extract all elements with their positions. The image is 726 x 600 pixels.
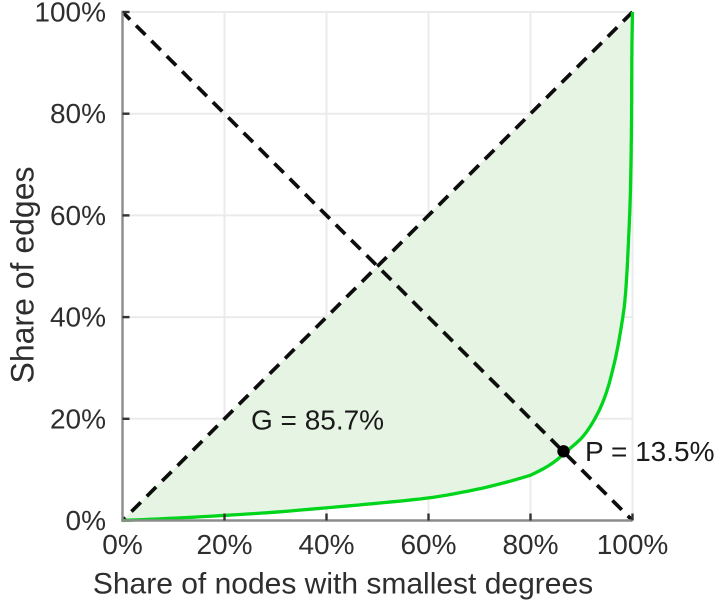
svg-text:G = 85.7%: G = 85.7% bbox=[251, 405, 384, 436]
svg-text:60%: 60% bbox=[50, 200, 106, 231]
svg-text:60%: 60% bbox=[400, 529, 456, 560]
svg-text:Share of edges: Share of edges bbox=[5, 166, 41, 383]
svg-text:80%: 80% bbox=[50, 98, 106, 129]
svg-text:100%: 100% bbox=[34, 0, 106, 28]
svg-text:20%: 20% bbox=[50, 403, 106, 434]
svg-text:80%: 80% bbox=[502, 529, 558, 560]
svg-text:40%: 40% bbox=[298, 529, 354, 560]
svg-text:100%: 100% bbox=[597, 529, 669, 560]
svg-text:40%: 40% bbox=[50, 302, 106, 333]
svg-text:Share of nodes with smallest d: Share of nodes with smallest degrees bbox=[93, 568, 593, 600]
svg-text:0%: 0% bbox=[66, 505, 106, 536]
svg-text:0%: 0% bbox=[102, 529, 142, 560]
svg-text:20%: 20% bbox=[196, 529, 252, 560]
svg-text:P = 13.5%: P = 13.5% bbox=[585, 436, 714, 467]
